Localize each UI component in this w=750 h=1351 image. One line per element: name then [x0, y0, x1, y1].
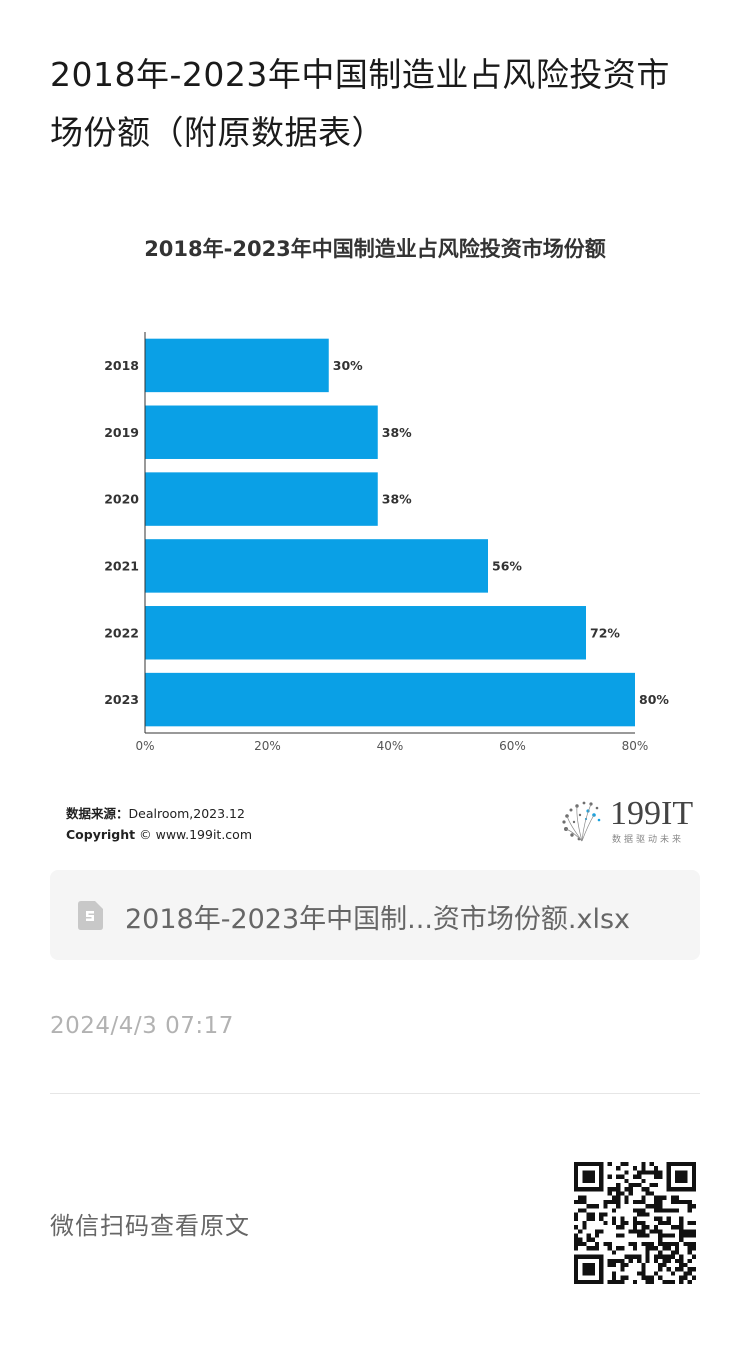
qr-code-icon[interactable] — [574, 1162, 696, 1284]
y-tick-label: 2022 — [104, 625, 139, 640]
spreadsheet-file-icon — [78, 901, 103, 930]
divider — [50, 1093, 700, 1094]
chart-card: 2018 30% 2019 38% 2020 38% 2021 56% 2022 72% 2023 8… — [50, 215, 700, 855]
copyright-line: Copyright © www.199it.com — [66, 824, 252, 845]
bar-2021 — [145, 539, 488, 593]
data-label: 38% — [382, 492, 412, 507]
data-label: 38% — [382, 425, 412, 440]
source-label: 数据来源： — [66, 806, 129, 821]
y-tick-label: 2020 — [104, 492, 139, 507]
x-tick-label: 20% — [254, 739, 281, 753]
chart-title: 2018年-2023年中国制造业占风险投资市场份额 — [144, 237, 606, 261]
brand-logo: 199IT 数据驱动未来 — [558, 795, 698, 845]
copyright-text: © www.199it.com — [139, 827, 252, 842]
dandelion-logo-icon — [562, 801, 601, 842]
copyright-label: Copyright — [66, 827, 136, 842]
data-label: 80% — [639, 692, 669, 707]
bar-2022 — [145, 606, 586, 660]
y-tick-label: 2018 — [104, 358, 139, 373]
x-tick-label: 60% — [499, 739, 526, 753]
source-block: 数据来源：Dealroom,2023.12 Copyright © www.19… — [66, 803, 252, 845]
publish-timestamp: 2024/4/3 07:17 — [50, 1013, 234, 1039]
data-label: 72% — [590, 625, 620, 640]
bar-2019 — [145, 405, 378, 459]
brand-name: 199IT — [610, 795, 694, 832]
brand-slogan: 数据驱动未来 — [612, 835, 685, 845]
bar-2023 — [145, 672, 635, 727]
x-tick-label: 80% — [622, 739, 649, 753]
bar-2018 — [145, 338, 329, 393]
page-title: 2018年-2023年中国制造业占风险投资市场份额（附原数据表） — [50, 55, 670, 152]
source-line: 数据来源：Dealroom,2023.12 — [66, 803, 252, 824]
x-tick-label: 40% — [377, 739, 404, 753]
y-tick-label: 2019 — [104, 425, 139, 440]
attachment-file-name[interactable]: 2018年-2023年中国制...资市场份额.xlsx — [125, 904, 631, 935]
data-label: 30% — [333, 358, 363, 373]
bar-chart: 2018 30% 2019 38% 2020 38% 2021 56% 2022 72% 2023 8… — [104, 332, 669, 753]
attachment-card[interactable]: 2018年-2023年中国制...资市场份额.xlsx — [50, 870, 700, 960]
source-text: Dealroom,2023.12 — [128, 806, 245, 821]
data-label: 56% — [492, 558, 522, 573]
y-tick-label: 2021 — [104, 558, 139, 573]
x-tick-label: 0% — [135, 739, 154, 753]
y-tick-label: 2023 — [104, 692, 139, 707]
bar-2020 — [145, 472, 378, 526]
scan-prompt: 微信扫码查看原文 — [50, 1212, 250, 1240]
